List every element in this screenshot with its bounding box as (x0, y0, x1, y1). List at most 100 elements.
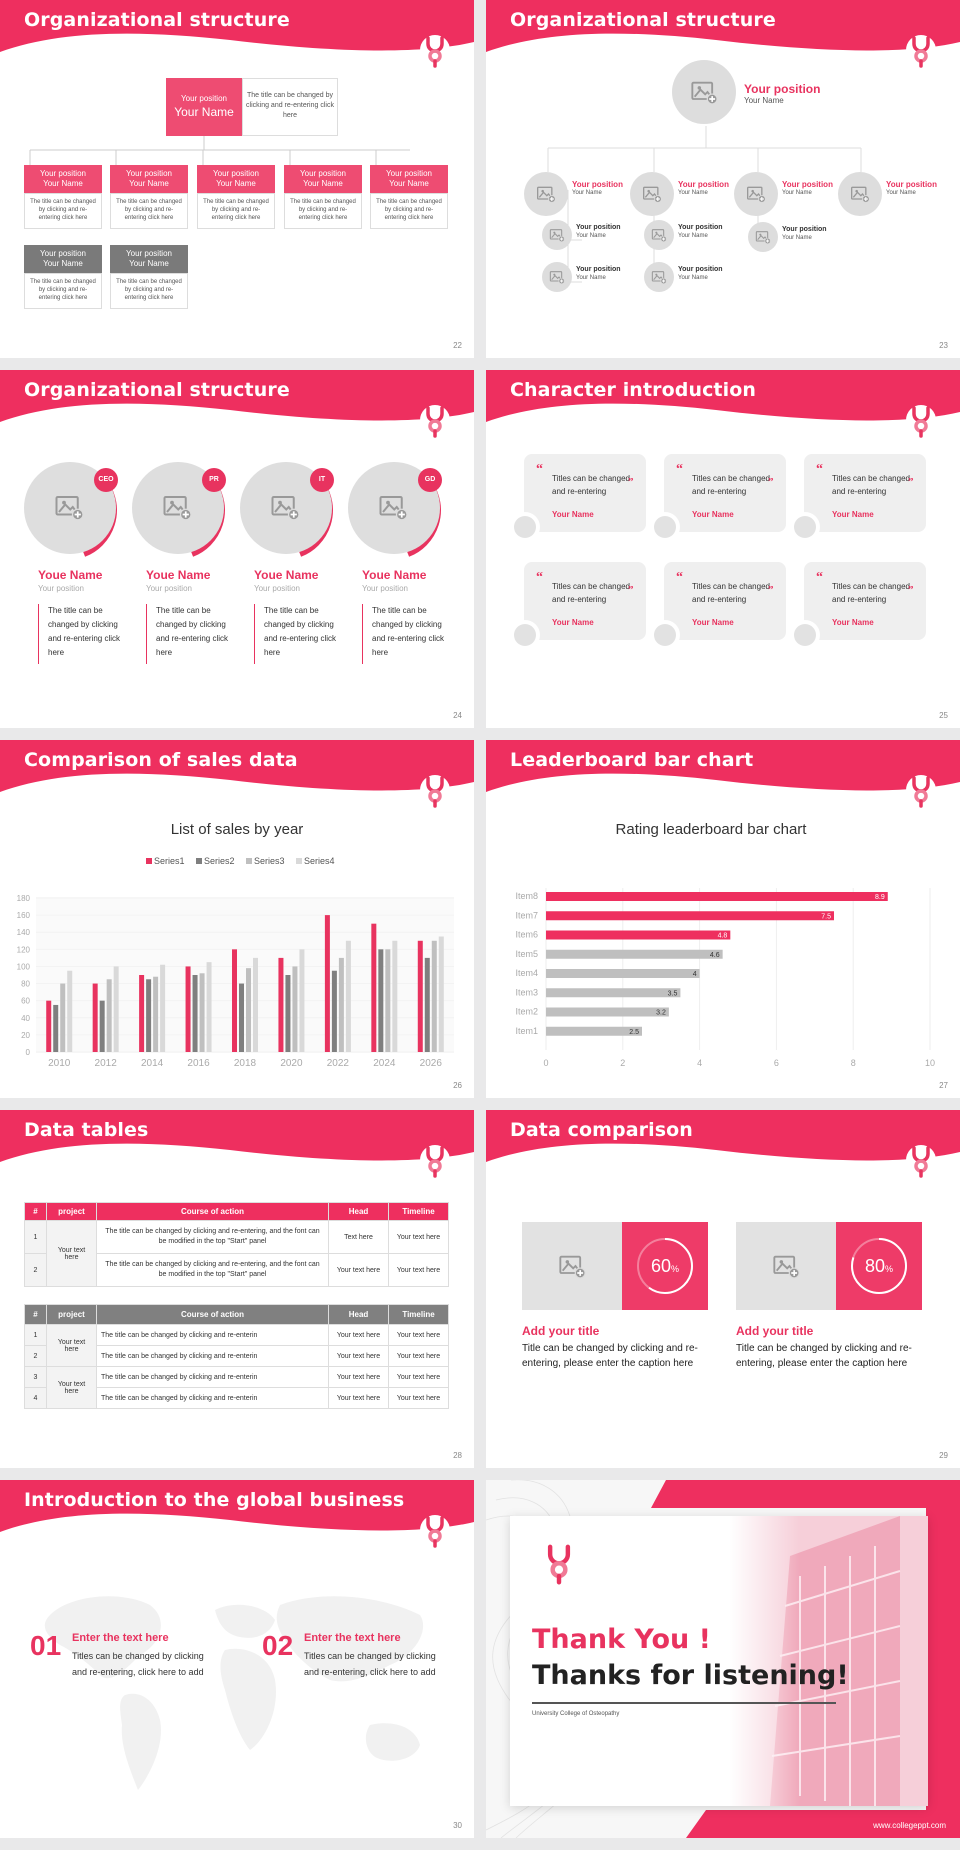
quote-card[interactable]: “ Titles can be changed and re-entering” Y… (804, 454, 926, 532)
bar (546, 949, 723, 959)
bar (278, 957, 284, 1052)
image-icon (162, 492, 192, 522)
bar (546, 1007, 669, 1017)
percent-unit: % (885, 1264, 894, 1274)
org-box[interactable]: Your position Your Name (110, 165, 188, 193)
bar (46, 1000, 52, 1052)
person-desc: The title can be changed by clicking and… (48, 606, 121, 657)
person-position: Your position (146, 584, 192, 593)
avatar-placeholder[interactable] (524, 172, 568, 216)
org-box[interactable]: Your position Your Name (197, 165, 275, 193)
cell: 1 (24, 1324, 47, 1346)
user-avatar-icon (790, 620, 820, 650)
image-icon (651, 269, 667, 285)
avatar-placeholder[interactable] (644, 262, 674, 292)
org-box[interactable]: Your position Your Name (370, 165, 448, 193)
bar (338, 957, 344, 1052)
quote-text: Titles can be changed and re-entering (692, 582, 770, 604)
bar (424, 957, 430, 1052)
col-header: # (24, 1202, 47, 1221)
person-card: CEO Youe Name Your position The title can b… (24, 462, 124, 692)
website-link[interactable]: www.collegeppt.com (873, 1821, 946, 1830)
quote-author: Your Name (832, 510, 874, 519)
image-icon (54, 492, 84, 522)
quote-card[interactable]: “ Titles can be changed and re-entering” Y… (524, 454, 646, 532)
person-card: IT Youe Name Your position The title can be… (240, 462, 340, 692)
quote-card[interactable]: “ Titles can be changed and re-entering” Y… (664, 454, 786, 532)
node-name: Your Name (782, 235, 812, 241)
bar (417, 940, 423, 1052)
bar (199, 973, 205, 1052)
image-icon (270, 492, 300, 522)
bar (113, 966, 119, 1052)
avatar-placeholder[interactable] (838, 172, 882, 216)
org-box-desc: The title can be changed by clicking and… (370, 193, 448, 229)
x-tick-label: 10 (925, 1058, 935, 1068)
card-title: Add your title (522, 1324, 600, 1338)
y-tick-label: 100 (17, 962, 31, 971)
avatar-placeholder[interactable] (630, 172, 674, 216)
close-quote-icon: ” (768, 584, 774, 596)
x-tick-label: 6 (774, 1058, 779, 1068)
x-tick-label: 2016 (187, 1058, 210, 1069)
cell: Your text here (388, 1253, 449, 1287)
org-box[interactable]: Your position Your Name (24, 165, 102, 193)
slide-title: Character introduction (510, 379, 757, 401)
y-tick-label: Item7 (515, 910, 538, 920)
org-box-position: Your position (386, 169, 432, 178)
quote-author: Your Name (832, 618, 874, 627)
avatar-placeholder[interactable] (734, 172, 778, 216)
col-header: # (24, 1304, 47, 1325)
chart-title: Rating leaderboard bar chart (616, 821, 808, 838)
org-box[interactable]: Your position Your Name (24, 245, 102, 273)
user-avatar-icon (650, 620, 680, 650)
org-top-box[interactable]: Your position Your Name (166, 78, 242, 136)
org-box-name: Your Name (303, 179, 343, 188)
quote-card[interactable]: “ Titles can be changed and re-entering” Y… (524, 562, 646, 640)
avatar-placeholder[interactable] (542, 262, 572, 292)
slide-title: Leaderboard bar chart (510, 749, 754, 771)
table-row: 3 Your text here The title can be change… (24, 1366, 449, 1409)
org-box[interactable]: Your position Your Name (284, 165, 362, 193)
person-name: Youe Name (38, 568, 103, 582)
user-avatar-icon (510, 620, 540, 650)
avatar-placeholder[interactable] (672, 60, 736, 124)
progress-ring (637, 1238, 693, 1294)
org-box[interactable]: Your position Your Name (110, 245, 188, 273)
cell: The title can be changed by clicking and… (96, 1220, 329, 1254)
org-box-position: Your position (40, 249, 86, 258)
avatar-placeholder[interactable] (542, 220, 572, 250)
org-box-position: Your position (40, 169, 86, 178)
bar (546, 1026, 642, 1036)
col-header: project (46, 1202, 97, 1221)
slide-25: Character introduction “ Titles can be ch… (486, 370, 960, 728)
node-position: Your position (886, 180, 937, 189)
world-map-background (44, 1596, 424, 1790)
data-label: 3.5 (668, 990, 678, 997)
slide-23: Organizational structure Your position Y… (486, 0, 960, 358)
quote-card[interactable]: “ Titles can be changed and re-entering” Y… (804, 562, 926, 640)
cell: Your text here (328, 1253, 389, 1287)
node-position: Your position (782, 180, 833, 189)
y-tick-label: 40 (21, 1014, 30, 1023)
avatar-placeholder[interactable] (644, 220, 674, 250)
role-badge: GD (418, 468, 442, 492)
x-tick-label: 2018 (234, 1058, 257, 1069)
divider (532, 1702, 836, 1704)
cell: 2 (24, 1345, 47, 1367)
cell: The title can be changed by clicking and… (96, 1253, 329, 1287)
bar (53, 1004, 59, 1052)
user-avatar-icon (650, 512, 680, 542)
quote-text: Titles can be changed and re-entering (692, 474, 770, 496)
avatar-placeholder[interactable] (748, 222, 778, 252)
bar (345, 940, 351, 1052)
quote-card[interactable]: “ Titles can be changed and re-entering” Y… (664, 562, 786, 640)
bar (546, 930, 731, 940)
image-placeholder[interactable] (522, 1222, 622, 1310)
image-placeholder[interactable] (736, 1222, 836, 1310)
node-name: Your Name (678, 233, 708, 239)
quote-author: Your Name (692, 510, 734, 519)
col-header: Head (328, 1202, 389, 1221)
cell: Your text here (328, 1366, 389, 1388)
data-table-1: # project Course of action Head Timeline… (24, 1202, 449, 1287)
